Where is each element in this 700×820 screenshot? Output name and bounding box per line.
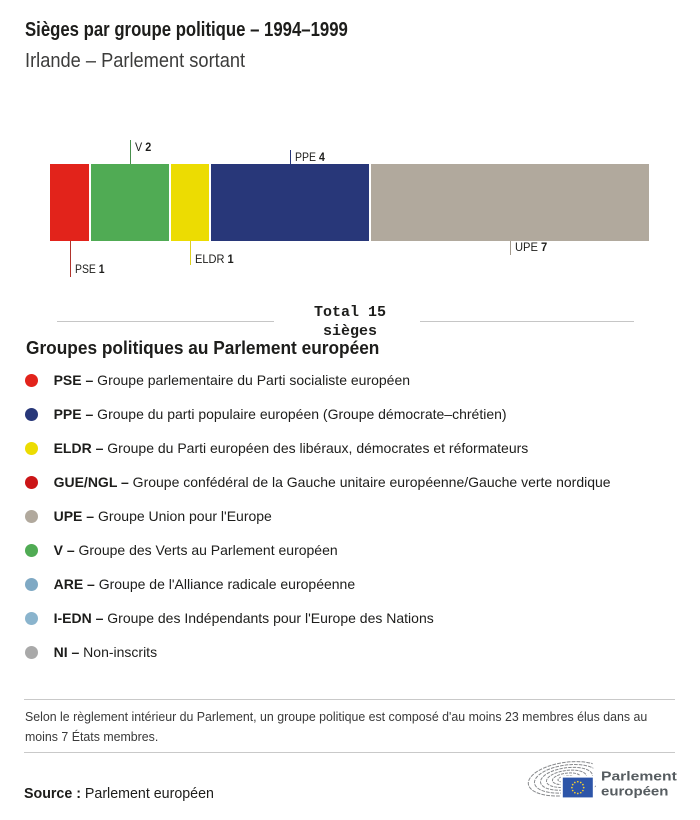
svg-text:Parlement: Parlement — [601, 768, 678, 783]
svg-text:européen: européen — [601, 784, 668, 799]
